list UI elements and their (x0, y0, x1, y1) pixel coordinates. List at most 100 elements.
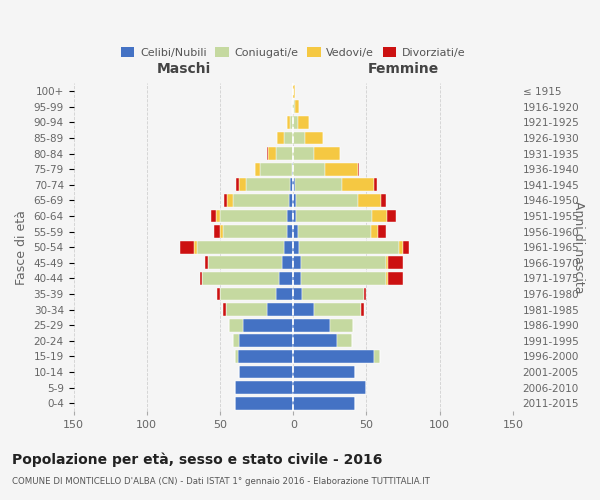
Bar (260, 163, 292, 175)
Bar (293, 366, 355, 378)
Bar (293, 210, 296, 222)
Bar (278, 272, 293, 285)
Bar (217, 288, 220, 300)
Bar (293, 100, 295, 113)
Text: COMUNE DI MONTICELLO D'ALBA (CN) - Dati ISTAT 1° gennaio 2016 - Elaborazione TUT: COMUNE DI MONTICELLO D'ALBA (CN) - Dati … (12, 478, 430, 486)
Bar (299, 241, 399, 254)
Bar (388, 272, 403, 285)
Text: Femmine: Femmine (367, 62, 439, 76)
Bar (239, 178, 247, 191)
Bar (194, 241, 197, 254)
Bar (287, 116, 290, 128)
Bar (247, 178, 290, 191)
Bar (364, 288, 367, 300)
Bar (293, 272, 301, 285)
Bar (277, 132, 284, 144)
Bar (298, 116, 310, 128)
Bar (289, 194, 293, 207)
Bar (244, 319, 293, 332)
Bar (223, 303, 226, 316)
Bar (227, 194, 233, 207)
Bar (293, 132, 305, 144)
Bar (330, 319, 353, 332)
Bar (399, 241, 403, 254)
Bar (386, 272, 388, 285)
Bar (275, 147, 293, 160)
Bar (374, 350, 380, 363)
Bar (220, 210, 287, 222)
Bar (235, 397, 293, 409)
Bar (239, 366, 293, 378)
Bar (361, 303, 364, 316)
Bar (296, 194, 358, 207)
Bar (387, 210, 396, 222)
Bar (373, 210, 387, 222)
Bar (215, 210, 220, 222)
Bar (292, 100, 293, 113)
Bar (314, 303, 361, 316)
Bar (226, 303, 267, 316)
Bar (293, 116, 298, 128)
Bar (220, 225, 223, 238)
Bar (293, 397, 355, 409)
Bar (296, 210, 373, 222)
Bar (378, 225, 386, 238)
Bar (293, 288, 302, 300)
Bar (403, 241, 409, 254)
Bar (233, 334, 239, 347)
Bar (290, 116, 293, 128)
Bar (293, 241, 299, 254)
Bar (293, 256, 301, 269)
Bar (211, 210, 215, 222)
Bar (301, 272, 386, 285)
Bar (298, 225, 371, 238)
Bar (302, 288, 364, 300)
Bar (284, 132, 293, 144)
Bar (293, 194, 296, 207)
Bar (220, 288, 275, 300)
Bar (293, 163, 325, 175)
Legend: Celibi/Nubili, Coniugati/e, Vedovi/e, Divorziati/e: Celibi/Nubili, Coniugati/e, Vedovi/e, Di… (116, 43, 470, 62)
Bar (293, 147, 314, 160)
Text: Popolazione per età, sesso e stato civile - 2016: Popolazione per età, sesso e stato civil… (12, 452, 382, 467)
Bar (293, 381, 367, 394)
Bar (290, 178, 293, 191)
Bar (305, 132, 323, 144)
Bar (235, 350, 238, 363)
Bar (200, 272, 202, 285)
Bar (229, 319, 244, 332)
Bar (314, 147, 340, 160)
Bar (238, 350, 293, 363)
Bar (224, 194, 227, 207)
Text: Maschi: Maschi (156, 62, 211, 76)
Bar (267, 147, 268, 160)
Bar (281, 256, 293, 269)
Bar (292, 163, 293, 175)
Bar (325, 163, 358, 175)
Bar (293, 334, 337, 347)
Bar (287, 225, 293, 238)
Bar (236, 178, 239, 191)
Bar (337, 334, 352, 347)
Bar (374, 178, 377, 191)
Bar (181, 241, 194, 254)
Bar (287, 210, 293, 222)
Bar (284, 241, 293, 254)
Bar (233, 194, 289, 207)
Bar (197, 241, 284, 254)
Bar (235, 381, 293, 394)
Y-axis label: Anni di nascita: Anni di nascita (572, 201, 585, 294)
Bar (293, 303, 314, 316)
Bar (295, 100, 299, 113)
Bar (293, 350, 374, 363)
Y-axis label: Fasce di età: Fasce di età (15, 210, 28, 284)
Bar (293, 178, 295, 191)
Bar (255, 163, 260, 175)
Bar (386, 256, 388, 269)
Bar (371, 225, 378, 238)
Bar (381, 194, 386, 207)
Bar (358, 163, 359, 175)
Bar (388, 256, 403, 269)
Bar (214, 225, 220, 238)
Bar (301, 256, 386, 269)
